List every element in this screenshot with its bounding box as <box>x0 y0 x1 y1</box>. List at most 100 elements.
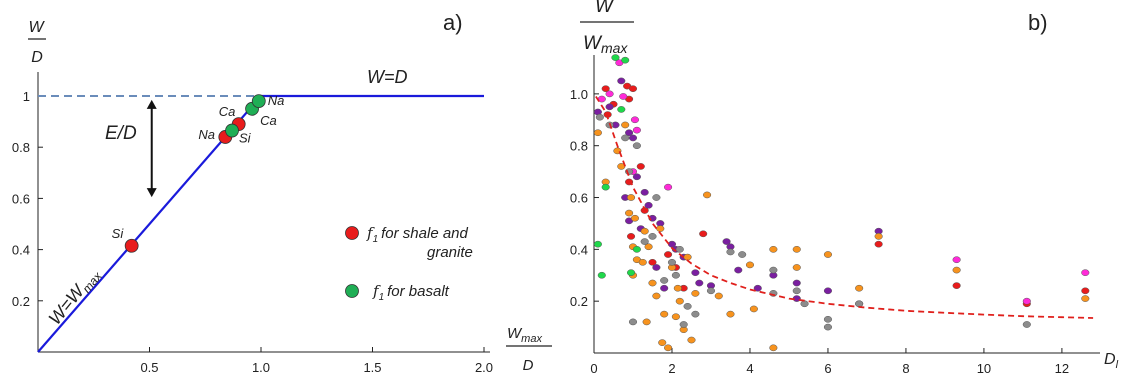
scatter-point-series-2 <box>605 103 614 111</box>
panel-a-x-tick-label: 2.0 <box>475 360 493 375</box>
scatter-point-series-3 <box>855 284 864 292</box>
scatter-point-series-2 <box>722 238 731 245</box>
panel-b-y-tick-label: 0.8 <box>570 139 588 154</box>
scatter-point-series-1 <box>1022 297 1031 305</box>
scatter-point-series-4 <box>671 271 680 279</box>
scatter-point-series-1 <box>664 183 673 191</box>
panel-a-x-tick-label: 0.5 <box>140 360 158 375</box>
panel-b-ylabel-den: Wmax <box>583 33 628 56</box>
scatter-point-series-3 <box>652 292 661 300</box>
panel-a-chart: a) W D Wmax D 0.5 1.0 1.5 2.00.20.40.60.81 … <box>12 10 552 375</box>
scatter-point-series-0 <box>874 240 883 248</box>
scatter-point-series-3 <box>642 318 651 326</box>
w-eq-d-label: W=D <box>367 67 408 87</box>
panel-b-label: b) <box>1028 10 1048 35</box>
point-label: Ca <box>219 104 236 119</box>
panel-a-ylabel-den: D <box>31 49 43 66</box>
panel-a-y-tick-label: 0.8 <box>12 140 30 155</box>
panel-b-y-tick-label: 0.2 <box>570 294 588 309</box>
scatter-point-series-3 <box>630 214 639 222</box>
legend-shale-marker <box>345 226 359 240</box>
scatter-point-series-3 <box>823 251 833 258</box>
scatter-point-series-3 <box>648 279 657 287</box>
basalt-point-na <box>251 94 266 109</box>
basalt-point-si <box>225 123 239 138</box>
scatter-point-series-3 <box>658 339 667 346</box>
scatter-point-series-3 <box>749 305 758 313</box>
scatter-point-series-3 <box>664 344 673 352</box>
scatter-point-series-4 <box>652 194 661 201</box>
scatter-point-series-4 <box>632 142 641 150</box>
scatter-point-series-0 <box>648 258 657 266</box>
scatter-point-series-1 <box>1081 269 1090 277</box>
scatter-point-series-3 <box>952 266 961 274</box>
panel-b-chart: b) W Wmax Dl 0 2 4 6 8 10 12 0.2 0.4 0.6 0.8 1.0 <box>570 0 1119 376</box>
scatter-point-series-4 <box>800 300 809 308</box>
scatter-point-series-2 <box>695 279 704 287</box>
scatter-point-series-0 <box>1081 287 1090 295</box>
scatter-point-series-3 <box>593 129 602 137</box>
legend-basalt-text: f1 for basalt <box>372 282 450 303</box>
panel-b-x-tick-label: 2 <box>668 361 675 376</box>
scatter-point-series-4 <box>1022 321 1031 328</box>
panel-b-x-tick-label: 12 <box>1055 361 1069 376</box>
scatter-point-series-4 <box>621 134 630 142</box>
scatter-point-series-5 <box>601 183 610 191</box>
scatter-point-series-3 <box>687 336 696 344</box>
panel-a-xlabel-num: Wmax <box>507 325 542 345</box>
w-eq-wmax-label: W=Wmax <box>45 263 106 330</box>
scatter-point-series-1 <box>632 126 641 134</box>
scatter-point-series-2 <box>823 287 833 295</box>
point-label: Na <box>268 93 285 108</box>
scatter-point-series-4 <box>726 248 735 256</box>
scatter-point-series-4 <box>628 318 638 326</box>
point-label: Si <box>239 131 252 146</box>
scatter-point-series-0 <box>952 282 961 289</box>
scatter-point-series-3 <box>626 194 636 201</box>
scatter-point-series-3 <box>640 227 649 235</box>
scatter-point-series-4 <box>640 238 649 245</box>
scatter-point-series-2 <box>625 129 634 137</box>
scatter-point-series-4 <box>648 233 657 240</box>
panel-b-x-tick-label: 8 <box>902 361 909 376</box>
scatter-point-series-3 <box>769 344 778 352</box>
scatter-point-series-3 <box>621 121 630 129</box>
legend-basalt-marker <box>345 284 359 298</box>
scatter-point-series-5 <box>632 245 641 253</box>
panel-a-y-tick-label: 0.4 <box>12 243 30 258</box>
fit-curve <box>595 96 1094 319</box>
scatter-point-series-4 <box>738 251 747 258</box>
scatter-point-series-5 <box>597 271 606 279</box>
scatter-point-series-3 <box>792 264 801 271</box>
panel-b-y-tick-label: 0.4 <box>570 242 588 257</box>
panel-a-y-tick-label: 1 <box>23 89 30 104</box>
panel-a-label: a) <box>443 10 463 35</box>
scatter-point-series-4 <box>823 323 833 331</box>
scatter-point-series-2 <box>617 77 626 85</box>
legend-shale-text-2: granite <box>427 244 473 261</box>
scatter-point-series-3 <box>703 191 712 199</box>
scatter-point-series-2 <box>691 269 700 277</box>
scatter-point-series-4 <box>595 113 604 121</box>
scatter-point-series-1 <box>619 93 628 100</box>
panel-b-x-tick-label: 10 <box>977 361 991 376</box>
scatter-point-series-1 <box>630 116 639 124</box>
scatter-point-series-1 <box>952 256 961 264</box>
scatter-point-series-0 <box>628 85 638 93</box>
scatter-point-series-4 <box>769 266 778 274</box>
scatter-point-series-3 <box>683 253 692 261</box>
scatter-point-series-5 <box>617 106 626 113</box>
scatter-point-series-0 <box>601 85 610 93</box>
scatter-point-series-1 <box>605 90 614 98</box>
scatter-point-series-3 <box>671 313 680 321</box>
scatter-point-series-3 <box>617 163 626 170</box>
scatter-point-series-4 <box>683 303 692 310</box>
panel-b-y-tick-label: 0.6 <box>570 191 588 206</box>
scatter-point-series-3 <box>625 209 634 217</box>
scatter-point-series-5 <box>621 56 630 64</box>
scatter-point-series-2 <box>753 284 762 292</box>
panel-b-x-tick-label: 0 <box>590 361 597 376</box>
panel-b-ylabel-num: W <box>595 0 615 17</box>
e-over-d-arrow <box>146 99 157 198</box>
scatter-point-series-3 <box>745 261 755 269</box>
